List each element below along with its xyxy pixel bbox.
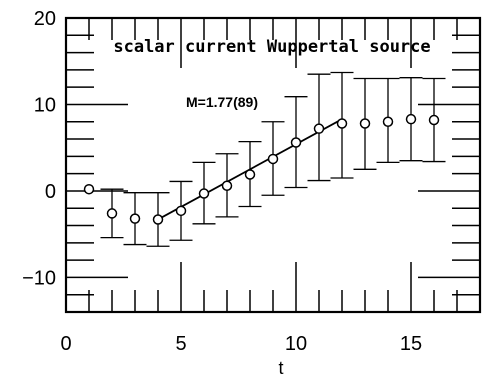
y-tick-label: 10 [34, 94, 56, 116]
marker-circle [267, 153, 279, 165]
data-point [238, 141, 262, 208]
data-point [399, 77, 423, 162]
data-point [422, 77, 446, 163]
marker-circle [152, 214, 164, 225]
marker-circle [83, 183, 95, 195]
marker-circle [244, 169, 256, 180]
marker-circle [290, 137, 302, 148]
data-point [83, 183, 95, 195]
x-tick-label: 5 [175, 333, 186, 355]
fit-mass-annotation: M=1.77(89) [186, 94, 258, 110]
tick-labels: 0 5 10 15 −10 0 10 20 [22, 8, 422, 355]
marker-circle [313, 123, 325, 134]
marker-circle [359, 118, 371, 129]
data-point [215, 153, 239, 218]
marker-circle [221, 180, 233, 192]
data-point [146, 192, 170, 247]
marker-circle [336, 118, 348, 129]
y-tick-label: 0 [45, 181, 56, 203]
marker-circle [175, 205, 187, 217]
marker-circle [198, 188, 210, 199]
x-tick-label: 15 [400, 333, 422, 355]
marker-circle [428, 114, 440, 126]
marker-circle [106, 208, 118, 219]
x-tick-label: 0 [60, 333, 71, 355]
data-point [353, 77, 377, 170]
data-point [100, 188, 124, 239]
y-tick-label: 20 [34, 8, 56, 30]
data-point [307, 73, 331, 182]
data-point [376, 77, 400, 164]
marker-circle [129, 213, 141, 224]
chart-title: scalar current Wuppertal source [113, 37, 430, 57]
ticks [66, 18, 480, 312]
x-axis-label: t [278, 358, 283, 377]
marker-circle [382, 116, 394, 128]
data-point [284, 96, 308, 189]
data-point [261, 121, 285, 196]
data-point [169, 180, 193, 241]
points [83, 71, 446, 247]
x-tick-label: 10 [285, 333, 307, 355]
data-point [330, 71, 354, 179]
y-tick-label: −10 [22, 267, 56, 289]
data-point [123, 192, 147, 246]
marker-circle [405, 113, 417, 125]
data-point [192, 161, 216, 225]
